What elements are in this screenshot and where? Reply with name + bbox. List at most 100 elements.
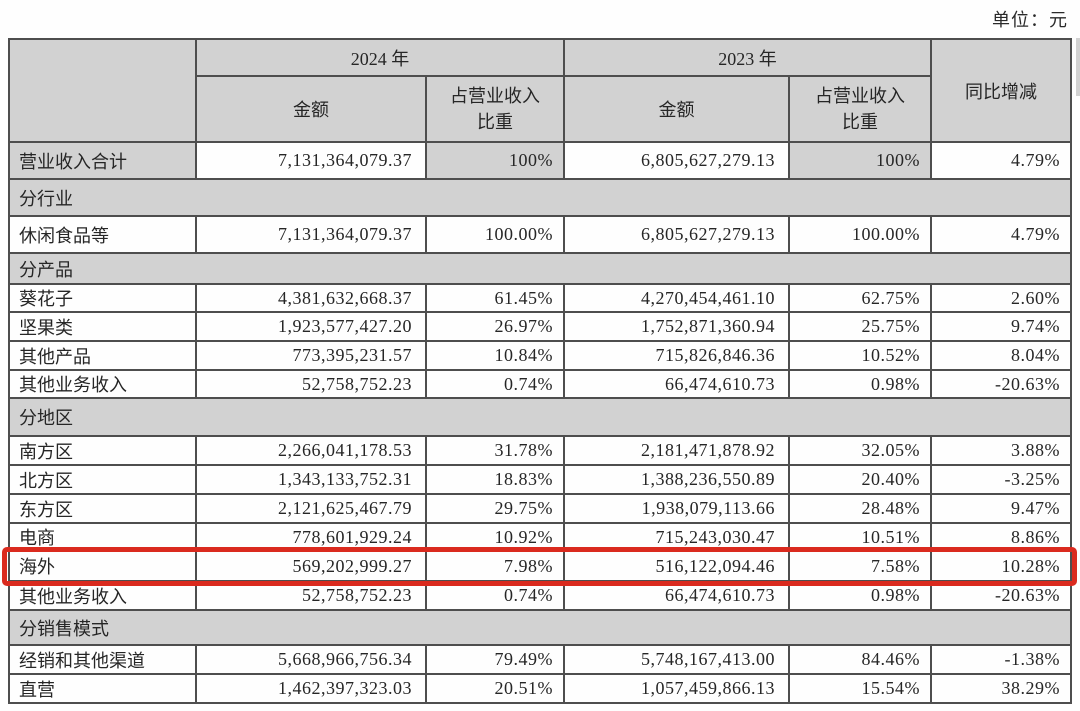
row-label-cell: 经销和其他渠道	[8, 644, 197, 675]
share-2023-cell: 62.75%	[788, 283, 932, 313]
share-2023-cell: 0.98%	[788, 580, 932, 611]
amount-2024-cell: 1,343,133,752.31	[195, 464, 427, 495]
unit-label: 单位：元	[992, 10, 1068, 30]
table-row: 南方区 2,266,041,178.53 31.78% 2,181,471,878.9…	[8, 435, 1072, 466]
share-2023-cell: 25.75%	[788, 311, 932, 342]
row-label-cell: 南方区	[8, 435, 197, 466]
share-2023-cell: 10.51%	[788, 522, 932, 552]
share-2023-cell: 100.00%	[788, 215, 932, 254]
amount-2023-header: 金额	[563, 75, 790, 143]
row-label-cell: 其他产品	[8, 340, 197, 371]
yoy-cell: 38.29%	[930, 673, 1072, 704]
share-2024-header: 占营业收入 比重	[425, 75, 565, 143]
share-2023-cell: 100%	[788, 141, 932, 180]
share-2023-cell: 7.58%	[788, 550, 932, 582]
table-body: 营业收入合计 7,131,364,079.37 100% 6,805,627,279.…	[8, 141, 1072, 704]
row-label-cell: 东方区	[8, 493, 197, 524]
section-label: 分地区	[8, 397, 1072, 437]
yoy-header: 同比增减	[930, 38, 1072, 143]
share-2024-cell: 10.92%	[425, 522, 565, 552]
share-2024-cell: 26.97%	[425, 311, 565, 342]
row-label-cell: 葵花子	[8, 283, 197, 313]
amount-2023-cell: 1,938,079,113.66	[563, 493, 790, 524]
row-label-cell: 北方区	[8, 464, 197, 495]
row-label-cell: 休闲食品等	[8, 215, 197, 254]
share-2023-cell: 28.48%	[788, 493, 932, 524]
amount-2024-cell: 569,202,999.27	[195, 550, 427, 582]
amount-2023-cell: 5,748,167,413.00	[563, 644, 790, 675]
section-label: 分行业	[8, 178, 1072, 217]
amount-2024-cell: 7,131,364,079.37	[195, 141, 427, 180]
table-row: 直营 1,462,397,323.03 20.51% 1,057,459,866.13…	[8, 673, 1072, 704]
yoy-cell: 10.28%	[930, 550, 1072, 582]
yoy-cell: -3.25%	[930, 464, 1072, 495]
yoy-cell: 9.74%	[930, 311, 1072, 342]
share-2024-cell: 10.84%	[425, 340, 565, 371]
share-2024-cell: 31.78%	[425, 435, 565, 466]
amount-2024-header: 金额	[195, 75, 427, 143]
share-2023-header-line1: 占营业收入	[815, 86, 905, 106]
amount-2024-cell: 52,758,752.23	[195, 580, 427, 611]
table-row: 其他业务收入 52,758,752.23 0.74% 66,474,610.73 0.9…	[8, 369, 1072, 399]
share-2024-cell: 29.75%	[425, 493, 565, 524]
amount-2024-cell: 2,266,041,178.53	[195, 435, 427, 466]
amount-2023-cell: 1,388,236,550.89	[563, 464, 790, 495]
share-2024-cell: 20.51%	[425, 673, 565, 704]
row-label-cell: 坚果类	[8, 311, 197, 342]
share-2024-cell: 0.74%	[425, 369, 565, 399]
table-row: 海外 569,202,999.27 7.98% 516,122,094.46 7.58%…	[8, 550, 1072, 582]
section-label: 分销售模式	[8, 609, 1072, 646]
amount-2023-cell: 1,752,871,360.94	[563, 311, 790, 342]
amount-2023-cell: 66,474,610.73	[563, 580, 790, 611]
year-2024-header: 2024 年	[195, 38, 565, 77]
amount-2024-cell: 52,758,752.23	[195, 369, 427, 399]
amount-2023-cell: 516,122,094.46	[563, 550, 790, 582]
amount-2024-cell: 7,131,364,079.37	[195, 215, 427, 254]
page-edge-sliver	[1076, 38, 1080, 96]
table-row: 休闲食品等 7,131,364,079.37 100.00% 6,805,627,27…	[8, 215, 1072, 254]
year-2023-header: 2023 年	[563, 38, 932, 77]
share-2024-cell: 0.74%	[425, 580, 565, 611]
yoy-cell: 4.79%	[930, 215, 1072, 254]
amount-2024-cell: 778,601,929.24	[195, 522, 427, 552]
row-label-cell: 电商	[8, 522, 197, 552]
section-row: 分地区	[8, 397, 1072, 437]
yoy-cell: 2.60%	[930, 283, 1072, 313]
share-2024-header-line1: 占营业收入	[450, 86, 540, 106]
table-row: 电商 778,601,929.24 10.92% 715,243,030.47 10.5…	[8, 522, 1072, 552]
table-row: 东方区 2,121,625,467.79 29.75% 1,938,079,113.6…	[8, 493, 1072, 524]
table-row: 其他产品 773,395,231.57 10.84% 715,826,846.36 10…	[8, 340, 1072, 371]
share-2024-cell: 100.00%	[425, 215, 565, 254]
header-measure-row: 金额 占营业收入 比重 金额 占营业收入 比重	[9, 75, 1071, 143]
amount-2023-cell: 4,270,454,461.10	[563, 283, 790, 313]
amount-2023-cell: 715,826,846.36	[563, 340, 790, 371]
row-label-cell: 其他业务收入	[8, 369, 197, 399]
amount-2024-cell: 773,395,231.57	[195, 340, 427, 371]
row-label-cell: 海外	[8, 550, 197, 582]
table-header: 2024 年 2023 年 同比增减 金额 占营业收入 比重 金额 占营业收入 …	[8, 38, 1072, 143]
amount-2024-cell: 1,462,397,323.03	[195, 673, 427, 704]
share-2023-cell: 84.46%	[788, 644, 932, 675]
share-2024-header-line2: 比重	[477, 112, 513, 132]
table-row: 其他业务收入 52,758,752.23 0.74% 66,474,610.73 0.9…	[8, 580, 1072, 611]
yoy-cell: 3.88%	[930, 435, 1072, 466]
header-year-row: 2024 年 2023 年 同比增减	[8, 38, 1072, 143]
section-row: 分销售模式	[8, 609, 1072, 646]
yoy-cell: -20.63%	[930, 580, 1072, 611]
table-row: 营业收入合计 7,131,364,079.37 100% 6,805,627,279.…	[8, 141, 1072, 180]
share-2023-header: 占营业收入 比重	[788, 75, 932, 143]
share-2023-cell: 20.40%	[788, 464, 932, 495]
amount-2024-cell: 1,923,577,427.20	[195, 311, 427, 342]
amount-2023-cell: 1,057,459,866.13	[563, 673, 790, 704]
row-label-cell: 其他业务收入	[8, 580, 197, 611]
yoy-cell: 4.79%	[930, 141, 1072, 180]
share-2023-cell: 15.54%	[788, 673, 932, 704]
table-row: 葵花子 4,381,632,668.37 61.45% 4,270,454,461.1…	[8, 283, 1072, 313]
share-2024-cell: 7.98%	[425, 550, 565, 582]
amount-2023-cell: 6,805,627,279.13	[563, 141, 790, 180]
share-2023-cell: 32.05%	[788, 435, 932, 466]
yoy-cell: 8.86%	[930, 522, 1072, 552]
share-2024-cell: 100%	[425, 141, 565, 180]
amount-2023-cell: 715,243,030.47	[563, 522, 790, 552]
share-2023-header-line2: 比重	[842, 112, 878, 132]
